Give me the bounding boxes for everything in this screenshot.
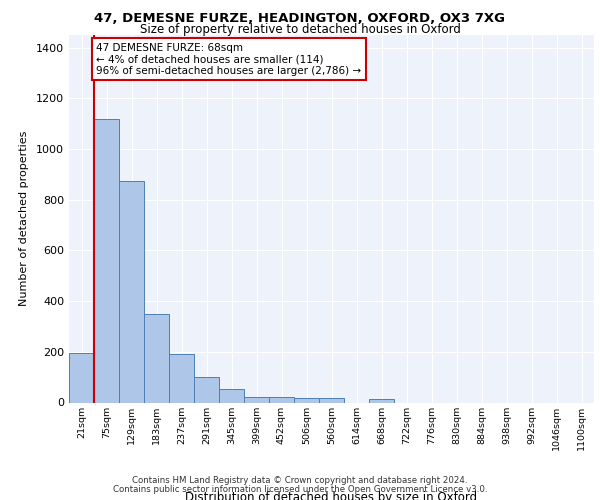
Text: Contains HM Land Registry data © Crown copyright and database right 2024.: Contains HM Land Registry data © Crown c… xyxy=(132,476,468,485)
Bar xyxy=(69,352,94,403)
Bar xyxy=(244,396,269,402)
Bar xyxy=(369,400,394,402)
Text: Size of property relative to detached houses in Oxford: Size of property relative to detached ho… xyxy=(140,22,460,36)
Bar xyxy=(294,398,319,402)
Bar xyxy=(144,314,169,402)
Text: 47 DEMESNE FURZE: 68sqm
← 4% of detached houses are smaller (114)
96% of semi-de: 47 DEMESNE FURZE: 68sqm ← 4% of detached… xyxy=(97,42,362,76)
Bar xyxy=(219,389,244,402)
X-axis label: Distribution of detached houses by size in Oxford: Distribution of detached houses by size … xyxy=(185,491,478,500)
Bar xyxy=(169,354,194,403)
Bar xyxy=(319,398,344,402)
Y-axis label: Number of detached properties: Number of detached properties xyxy=(19,131,29,306)
Bar xyxy=(269,396,294,402)
Bar xyxy=(194,377,219,402)
Bar xyxy=(119,180,144,402)
Text: Contains public sector information licensed under the Open Government Licence v3: Contains public sector information licen… xyxy=(113,484,487,494)
Bar xyxy=(94,118,119,403)
Text: 47, DEMESNE FURZE, HEADINGTON, OXFORD, OX3 7XG: 47, DEMESNE FURZE, HEADINGTON, OXFORD, O… xyxy=(95,12,505,26)
